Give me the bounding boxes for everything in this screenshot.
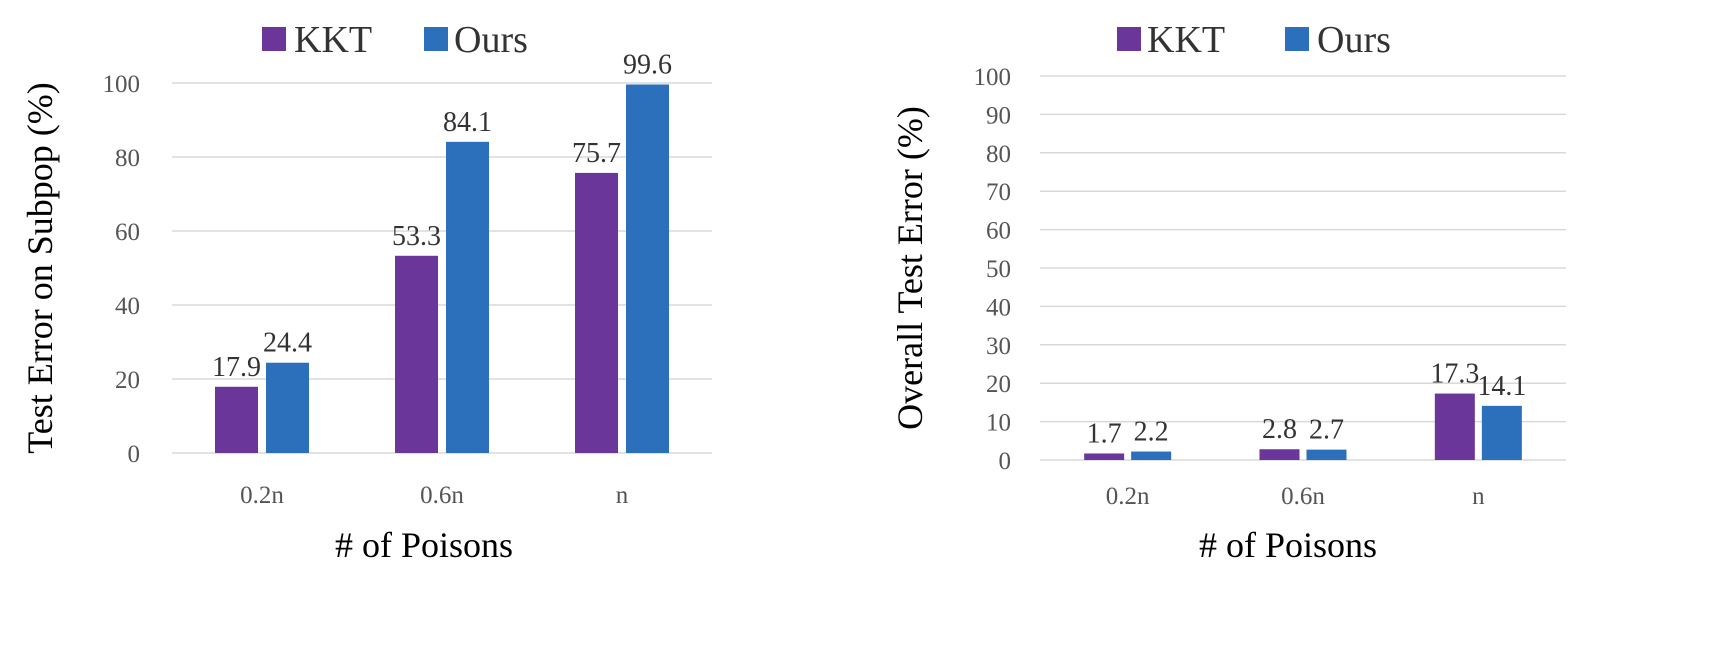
chart-overall-error: 0 10 20 30 40 50 60 70 80 90 100 0.2n 1.7 2.2 0.6n 2.8 2…: [890, 19, 1566, 565]
bar-ours: [1131, 451, 1172, 460]
bar-ours: [446, 141, 489, 453]
data-label: 2.7: [1309, 415, 1344, 446]
y-tick-label: 20: [115, 367, 140, 394]
x-axis-title: # of Poisons: [335, 525, 513, 565]
bar-ours: [626, 84, 669, 453]
x-tick-label: n: [616, 482, 629, 509]
data-label: 84.1: [443, 107, 492, 138]
legend-label-kkt: KKT: [1147, 19, 1225, 61]
y-tick-label: 70: [986, 179, 1011, 206]
y-tick-label: 100: [103, 71, 141, 98]
legend-swatch-ours: [424, 27, 448, 51]
legend-swatch-ours: [1285, 27, 1309, 51]
legend-swatch-kkt: [262, 27, 286, 51]
x-tick-label: 0.2n: [1106, 483, 1150, 510]
y-axis-title: Test Error on Subpop (%): [20, 82, 60, 453]
legend-label-ours: Ours: [1317, 19, 1391, 61]
data-label: 75.7: [572, 138, 621, 169]
data-label: 99.6: [623, 49, 672, 80]
chart-subpop-error: 0 20 40 60 80 100 0.2n 17.924.4 0.6n 53.3 84.1 n 75.…: [20, 19, 712, 565]
bar-ours: [1481, 405, 1522, 460]
x-tick-label: 0.6n: [420, 482, 464, 509]
bar-kkt: [1084, 453, 1125, 460]
bar-ours: [1306, 449, 1347, 460]
data-label: 17.9: [212, 352, 261, 383]
data-label: 2.8: [1262, 414, 1297, 445]
data-label: 1.7: [1087, 418, 1122, 449]
y-tick-label: 50: [986, 256, 1011, 283]
y-tick-label: 40: [986, 294, 1011, 321]
bar-kkt: [1434, 393, 1475, 460]
y-tick-label: 10: [986, 410, 1011, 437]
data-label: 53.3: [392, 221, 441, 252]
legend-label-kkt: KKT: [294, 19, 372, 61]
legend-label-ours: Ours: [454, 19, 528, 61]
x-tick-label: 0.2n: [240, 482, 284, 509]
y-tick-label: 80: [115, 145, 140, 172]
bar-kkt: [395, 255, 438, 453]
y-tick-label: 90: [986, 102, 1011, 129]
data-label: 17.3: [1430, 359, 1479, 390]
x-axis-title: # of Poisons: [1199, 525, 1377, 565]
y-tick-label: 60: [115, 219, 140, 246]
bar-kkt: [575, 172, 618, 453]
x-tick-label: n: [1472, 483, 1485, 510]
y-axis-title: Overall Test Error (%): [890, 106, 930, 430]
y-tick-label: 20: [986, 371, 1011, 398]
data-label: 2.2: [1134, 417, 1169, 448]
y-tick-label: 80: [986, 141, 1011, 168]
bar-kkt: [215, 386, 258, 453]
y-tick-label: 60: [986, 218, 1011, 245]
y-tick-label: 0: [128, 441, 141, 468]
y-tick-label: 100: [974, 64, 1012, 91]
bar-ours: [266, 362, 309, 453]
y-tick-label: 0: [999, 448, 1012, 475]
data-label: 24.4: [263, 328, 312, 359]
bar-kkt: [1259, 449, 1300, 460]
y-tick-label: 30: [986, 333, 1011, 360]
x-tick-label: 0.6n: [1281, 483, 1325, 510]
y-tick-label: 40: [115, 293, 140, 320]
legend-swatch-kkt: [1117, 27, 1141, 51]
data-label: 14.1: [1477, 371, 1526, 402]
